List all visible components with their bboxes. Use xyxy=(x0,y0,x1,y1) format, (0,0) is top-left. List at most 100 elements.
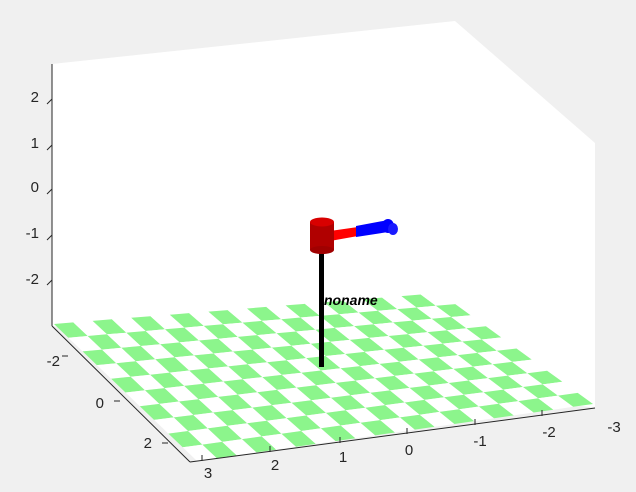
floor-tile xyxy=(439,409,475,424)
floor-tile xyxy=(382,296,417,310)
floor-tile xyxy=(477,350,513,365)
floor-tile xyxy=(218,394,253,411)
floor-tile xyxy=(345,351,380,367)
floor-tile xyxy=(518,398,554,413)
floor-tile xyxy=(139,403,174,420)
floor-tile xyxy=(135,359,170,375)
floor-tile xyxy=(261,433,296,450)
checkerboard-floor xyxy=(54,293,593,461)
floor-tile xyxy=(145,329,180,345)
floor-tile xyxy=(301,370,336,386)
floor-tile xyxy=(523,384,558,399)
floor-tile xyxy=(326,410,361,426)
floor-tile xyxy=(252,405,287,421)
robot-model[interactable]: noname xyxy=(310,217,398,368)
robot-link-2 xyxy=(356,220,388,237)
floor-tile xyxy=(87,334,122,350)
floor-tile xyxy=(174,355,209,371)
floor-tile xyxy=(281,372,317,388)
floor-tile xyxy=(418,357,454,372)
floor-tile xyxy=(155,357,190,373)
x-tick-label: 3 xyxy=(204,465,212,482)
floor-tile xyxy=(102,347,136,364)
floor-tile xyxy=(189,311,224,326)
floor-tile xyxy=(412,318,447,333)
floor-tile xyxy=(140,344,175,360)
robot-name-label: noname xyxy=(324,292,378,308)
floor-tile xyxy=(358,310,393,325)
floor-tile xyxy=(483,389,519,404)
floor-tile xyxy=(121,346,156,362)
floor-tile xyxy=(324,300,359,315)
floor-tile xyxy=(301,428,336,444)
floor-tile xyxy=(343,299,378,313)
floor-tile xyxy=(330,339,365,354)
floor-tile xyxy=(164,385,199,402)
floor-tile xyxy=(380,417,415,433)
floor-tile xyxy=(339,312,374,327)
floor-tile xyxy=(400,414,435,430)
floor-tile xyxy=(444,394,479,410)
floor-tile xyxy=(409,385,445,400)
floor-tile xyxy=(331,395,366,411)
floor-tile xyxy=(159,401,194,418)
floor-tile xyxy=(451,315,486,329)
floor-tile xyxy=(168,431,203,448)
z-tick-label: -2 xyxy=(26,271,39,288)
floor-tile xyxy=(261,319,296,334)
floor-tile xyxy=(169,313,204,328)
floor-tile xyxy=(111,317,146,333)
floor-tile xyxy=(365,405,400,421)
floor-tile xyxy=(433,368,469,383)
floor-tile xyxy=(203,324,238,339)
floor-tile xyxy=(447,328,482,342)
y-tick-label: 0 xyxy=(96,395,104,412)
floor-tile xyxy=(507,373,543,387)
floor-tile xyxy=(503,387,539,402)
floor-tile xyxy=(423,343,458,358)
floor-tile xyxy=(468,378,504,393)
floor-tile xyxy=(184,325,219,341)
floor-tile xyxy=(340,366,375,381)
floor-tile xyxy=(360,420,395,436)
floor-tile xyxy=(207,425,242,442)
floor-tile xyxy=(96,363,131,379)
x-tick-label: -3 xyxy=(607,419,620,436)
floor-tile xyxy=(512,359,548,374)
floor-tile xyxy=(393,320,428,335)
floor-tile xyxy=(247,420,282,437)
floor-tile xyxy=(126,331,161,346)
z-axis-ticks xyxy=(46,98,53,286)
floor-tile xyxy=(296,385,331,401)
floor-tile xyxy=(237,392,272,408)
robot-pole xyxy=(319,243,324,367)
floor-tile xyxy=(427,330,463,344)
floor-tile xyxy=(527,370,563,385)
floor-tile xyxy=(150,372,185,389)
floor-tile xyxy=(262,374,297,390)
floor-tile xyxy=(416,305,452,319)
floor-tile xyxy=(388,334,424,348)
x-tick-label: -2 xyxy=(542,424,555,441)
floor-tile xyxy=(54,322,88,338)
floor-tile xyxy=(198,396,233,413)
floor-tile xyxy=(184,383,219,400)
floor-tile xyxy=(404,399,440,415)
floor-tile xyxy=(478,403,514,419)
floor-tile xyxy=(281,317,316,332)
y-tick-label: 2 xyxy=(144,435,152,452)
floor-tile xyxy=(232,407,267,424)
floor-tile xyxy=(285,303,320,318)
floor-tile xyxy=(384,347,419,362)
floor-tile xyxy=(349,337,385,352)
floor-tile xyxy=(364,349,400,364)
floor-tile xyxy=(145,388,179,404)
floor-tile xyxy=(272,402,307,419)
floor-tile xyxy=(252,347,287,363)
floor-tile xyxy=(429,383,464,398)
y-tick-label: -2 xyxy=(47,353,60,370)
floor-tile xyxy=(379,361,415,376)
floor-tile xyxy=(286,358,321,373)
